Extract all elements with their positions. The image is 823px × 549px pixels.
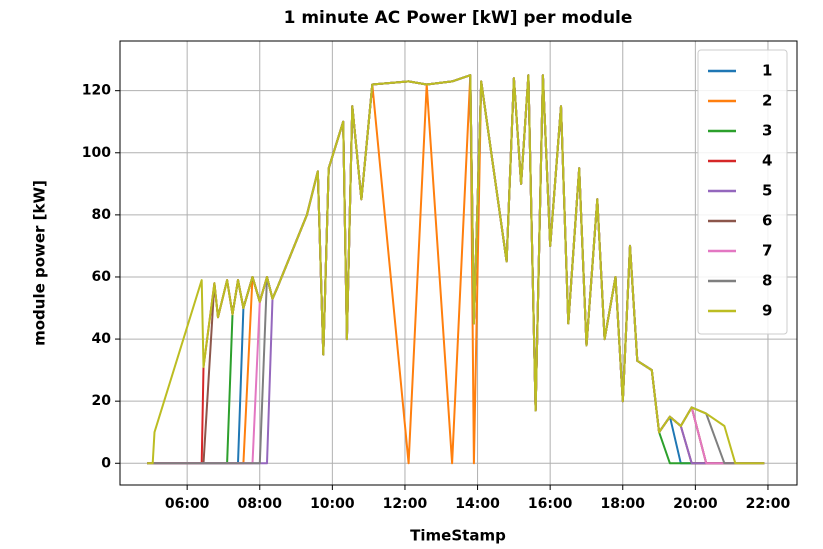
x-tick-label: 14:00 — [455, 496, 500, 512]
y-tick-label: 0 — [101, 455, 111, 471]
legend-label: 5 — [762, 182, 772, 200]
y-tick-label: 120 — [82, 83, 111, 99]
x-tick-label: 08:00 — [237, 496, 282, 512]
legend-box — [697, 49, 788, 335]
plot-frame — [119, 40, 798, 486]
x-tick-label: 20:00 — [673, 496, 718, 512]
y-tick-label: 100 — [82, 145, 111, 161]
series-line — [147, 74, 765, 465]
legend-label: 9 — [762, 302, 772, 320]
legend-label: 6 — [762, 212, 772, 230]
y-tick-label: 80 — [92, 207, 112, 223]
x-tick-label: 16:00 — [528, 496, 573, 512]
legend-label: 4 — [762, 152, 772, 170]
legend-label: 2 — [762, 92, 772, 110]
legend-label: 7 — [762, 242, 772, 260]
y-tick-label: 60 — [92, 269, 112, 285]
y-tick-label: 40 — [92, 331, 112, 347]
chart-title: 1 minute AC Power [kW] per module — [284, 8, 633, 28]
x-tick-label: 18:00 — [600, 496, 645, 512]
y-tick-label: 20 — [92, 393, 112, 409]
x-tick-label: 10:00 — [310, 496, 355, 512]
x-tick-label: 06:00 — [165, 496, 210, 512]
legend-label: 1 — [762, 62, 772, 80]
x-tick-label: 22:00 — [746, 496, 791, 512]
legend-label: 3 — [762, 122, 772, 140]
y-axis-label: module power [kW] — [31, 180, 49, 346]
x-axis-label: TimeStamp — [410, 527, 506, 545]
x-tick-label: 12:00 — [383, 496, 428, 512]
legend-label: 8 — [762, 272, 772, 290]
